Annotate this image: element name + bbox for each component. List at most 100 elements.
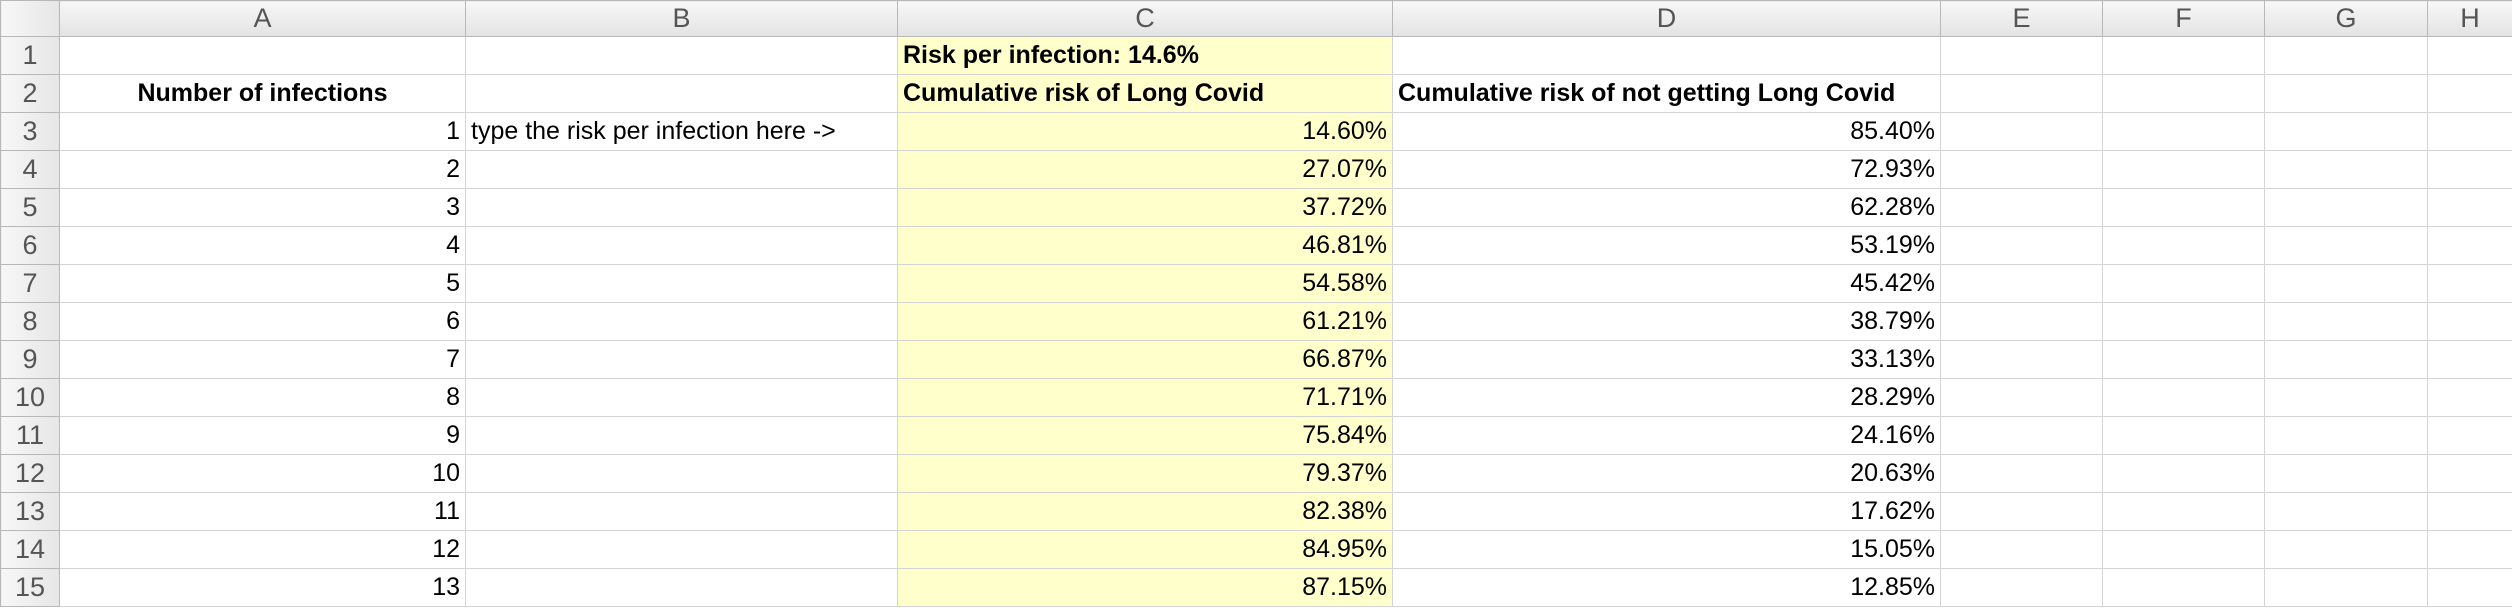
cell[interactable] xyxy=(2102,302,2265,341)
cell[interactable] xyxy=(2264,492,2428,531)
cell[interactable]: 11 xyxy=(59,492,466,531)
cell[interactable] xyxy=(2102,150,2265,189)
row-header[interactable]: 6 xyxy=(0,226,60,265)
column-header[interactable]: G xyxy=(2264,0,2428,37)
cell[interactable] xyxy=(2427,530,2512,569)
cell[interactable] xyxy=(2427,264,2512,303)
cell[interactable] xyxy=(2264,378,2428,417)
cell[interactable] xyxy=(2427,302,2512,341)
cell[interactable]: 13 xyxy=(59,568,466,607)
row-header[interactable]: 14 xyxy=(0,530,60,569)
cell[interactable] xyxy=(2264,226,2428,265)
cell[interactable] xyxy=(2427,340,2512,379)
row-header[interactable]: 4 xyxy=(0,150,60,189)
cell[interactable] xyxy=(1940,416,2103,455)
row-header[interactable]: 11 xyxy=(0,416,60,455)
cell[interactable]: 4 xyxy=(59,226,466,265)
cell[interactable] xyxy=(2102,530,2265,569)
cell[interactable]: 72.93% xyxy=(1392,150,1941,189)
column-header[interactable]: C xyxy=(897,0,1393,37)
cell[interactable] xyxy=(465,378,898,417)
row-header[interactable]: 13 xyxy=(0,492,60,531)
cell[interactable] xyxy=(465,188,898,227)
cell[interactable] xyxy=(1940,188,2103,227)
cell[interactable]: 79.37% xyxy=(897,454,1393,493)
cell[interactable] xyxy=(2427,36,2512,75)
cell[interactable] xyxy=(465,492,898,531)
cell[interactable] xyxy=(1940,530,2103,569)
cell[interactable]: 46.81% xyxy=(897,226,1393,265)
cell[interactable] xyxy=(2427,454,2512,493)
cell[interactable] xyxy=(1940,454,2103,493)
cell[interactable] xyxy=(2264,568,2428,607)
column-header[interactable]: A xyxy=(59,0,466,37)
cell[interactable] xyxy=(1940,150,2103,189)
cell[interactable] xyxy=(2102,74,2265,113)
cell[interactable] xyxy=(2427,188,2512,227)
cell[interactable]: 1 xyxy=(59,112,466,151)
cell[interactable] xyxy=(465,302,898,341)
cell[interactable]: 9 xyxy=(59,416,466,455)
cell[interactable]: 53.19% xyxy=(1392,226,1941,265)
cell[interactable]: 7 xyxy=(59,340,466,379)
row-header[interactable]: 12 xyxy=(0,454,60,493)
cell[interactable] xyxy=(2427,492,2512,531)
cell[interactable] xyxy=(465,36,898,75)
cell[interactable] xyxy=(1940,302,2103,341)
cell[interactable]: 17.62% xyxy=(1392,492,1941,531)
row-header[interactable]: 7 xyxy=(0,264,60,303)
cell[interactable]: 66.87% xyxy=(897,340,1393,379)
cell[interactable] xyxy=(1940,112,2103,151)
cell[interactable] xyxy=(1392,36,1941,75)
cell[interactable]: 54.58% xyxy=(897,264,1393,303)
cell[interactable]: 2 xyxy=(59,150,466,189)
cell[interactable] xyxy=(2427,416,2512,455)
column-header[interactable]: F xyxy=(2102,0,2265,37)
cell[interactable] xyxy=(1940,36,2103,75)
cell[interactable] xyxy=(2427,150,2512,189)
cell[interactable] xyxy=(465,150,898,189)
row-header[interactable]: 5 xyxy=(0,188,60,227)
column-header[interactable]: E xyxy=(1940,0,2103,37)
row-header[interactable]: 9 xyxy=(0,340,60,379)
cell[interactable]: 45.42% xyxy=(1392,264,1941,303)
column-header[interactable]: B xyxy=(465,0,898,37)
cell[interactable] xyxy=(2102,378,2265,417)
cell[interactable] xyxy=(1940,226,2103,265)
cell[interactable]: 12 xyxy=(59,530,466,569)
cell[interactable] xyxy=(2264,530,2428,569)
column-header[interactable]: D xyxy=(1392,0,1941,37)
cell[interactable] xyxy=(2102,36,2265,75)
cell[interactable]: 5 xyxy=(59,264,466,303)
cell[interactable] xyxy=(465,74,898,113)
cell[interactable] xyxy=(2427,74,2512,113)
column-header[interactable]: H xyxy=(2427,0,2512,37)
cell[interactable] xyxy=(2427,568,2512,607)
cell[interactable] xyxy=(465,264,898,303)
cell[interactable]: 24.16% xyxy=(1392,416,1941,455)
cell[interactable]: 71.71% xyxy=(897,378,1393,417)
cell[interactable]: 75.84% xyxy=(897,416,1393,455)
cell[interactable] xyxy=(1940,568,2103,607)
cell[interactable] xyxy=(2427,378,2512,417)
cell[interactable]: Risk per infection: 14.6% xyxy=(897,36,1393,75)
cell[interactable] xyxy=(2264,36,2428,75)
cell[interactable] xyxy=(2264,454,2428,493)
cell[interactable] xyxy=(465,568,898,607)
cell[interactable]: 6 xyxy=(59,302,466,341)
cell[interactable]: 8 xyxy=(59,378,466,417)
row-header[interactable]: 8 xyxy=(0,302,60,341)
cell[interactable] xyxy=(2102,492,2265,531)
cell[interactable]: 15.05% xyxy=(1392,530,1941,569)
cell[interactable] xyxy=(59,36,466,75)
row-header[interactable]: 10 xyxy=(0,378,60,417)
cell[interactable] xyxy=(1940,340,2103,379)
cell[interactable] xyxy=(465,416,898,455)
cell[interactable]: 27.07% xyxy=(897,150,1393,189)
cell[interactable]: Cumulative risk of Long Covid xyxy=(897,74,1393,113)
cell[interactable] xyxy=(2102,568,2265,607)
cell[interactable] xyxy=(2264,302,2428,341)
cell[interactable]: 33.13% xyxy=(1392,340,1941,379)
cell[interactable] xyxy=(2102,416,2265,455)
cell[interactable] xyxy=(1940,378,2103,417)
